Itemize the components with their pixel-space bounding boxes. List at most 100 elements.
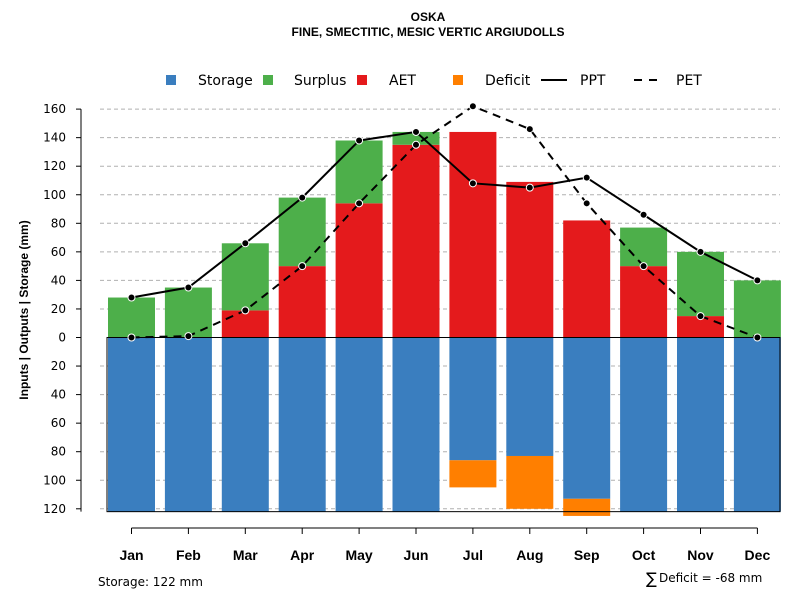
aet-bar	[278, 266, 326, 338]
ppt-point	[639, 210, 648, 219]
surplus-bar	[733, 280, 781, 338]
ppt-point	[298, 193, 307, 202]
ppt-point	[468, 179, 477, 188]
pet-point	[696, 312, 705, 321]
month-label: May	[345, 547, 372, 563]
pet-point	[127, 333, 136, 342]
pet-point	[241, 306, 250, 315]
pet-point	[184, 332, 193, 341]
storage-frame	[106, 337, 781, 513]
pet-point	[582, 199, 591, 208]
storage-bar	[221, 337, 269, 512]
month-label: Oct	[632, 547, 656, 563]
y-tick-label: 20	[51, 302, 66, 316]
aet-bar	[392, 144, 440, 338]
pet-point	[298, 262, 307, 271]
legend-label: Storage	[198, 73, 253, 89]
pet-line	[131, 105, 758, 339]
axes-group: 160 140 120 100 80 60 40 20 0 20 40 60 80 100 120 Jan Fe…	[43, 102, 770, 563]
legend-swatch	[357, 75, 367, 85]
ppt-point	[582, 173, 591, 182]
storage-bar	[449, 337, 497, 461]
aet-bar	[506, 181, 554, 338]
month-label: Jul	[463, 547, 483, 563]
aet-bar	[335, 203, 383, 338]
legend-label: PPT	[580, 73, 606, 89]
chart-subtitle: FINE, SMECTITIC, MESIC VERTIC ARGIUDOLLS	[292, 25, 565, 39]
legend-swatch	[263, 75, 273, 85]
deficit-bar	[506, 455, 554, 509]
pet-point	[753, 333, 762, 342]
storage-bar	[677, 337, 724, 512]
storage-bar	[506, 337, 554, 456]
storage-bar	[620, 337, 668, 512]
month-label: Sep	[574, 547, 600, 563]
storage-bar	[335, 337, 383, 512]
bars-group	[106, 131, 781, 516]
y-tick-label: 160	[43, 102, 66, 116]
y-tick-label: 80	[51, 445, 66, 459]
month-label: Mar	[233, 547, 258, 563]
y-tick-label: 80	[51, 216, 66, 230]
month-label: Jan	[119, 547, 143, 563]
chart-title: OSKA	[411, 10, 446, 24]
storage-bar	[278, 337, 326, 512]
aet-bar	[677, 316, 724, 338]
month-label: Dec	[745, 547, 771, 563]
ppt-line	[131, 130, 758, 299]
legend-label: Deficit	[485, 73, 531, 89]
legend-swatch	[453, 75, 463, 85]
y-tick-label: 0	[58, 331, 66, 345]
surplus-bar	[677, 251, 724, 317]
pet-point	[355, 199, 364, 208]
y-tick-label: 40	[51, 273, 66, 287]
ppt-point	[127, 293, 136, 302]
surplus-bar	[335, 140, 383, 204]
surplus-bar	[164, 287, 212, 338]
y-tick-label: 100	[43, 188, 66, 202]
surplus-bar	[221, 243, 269, 311]
y-tick-label: 120	[43, 159, 66, 173]
deficit-footnote: Deficit = -68 mm	[659, 571, 762, 585]
y-tick-label: 20	[51, 359, 66, 373]
y-tick-label: 100	[43, 473, 66, 487]
pet-point	[525, 125, 534, 134]
ppt-point	[355, 136, 364, 145]
surplus-bar	[278, 197, 326, 267]
aet-bar	[221, 310, 269, 338]
aet-bar	[563, 220, 611, 338]
surplus-bar	[108, 297, 155, 338]
deficit-bar	[563, 498, 611, 516]
legend-label: Surplus	[294, 73, 346, 89]
month-label: Jun	[404, 547, 429, 563]
legend-label: AET	[389, 73, 416, 89]
legend: Storage Surplus AET Deficit PPT PET	[166, 73, 702, 89]
y-tick-label: 140	[43, 131, 66, 145]
legend-swatch	[166, 75, 176, 85]
month-label: Feb	[176, 547, 201, 563]
y-tick-label: 60	[51, 416, 66, 430]
aet-bar	[620, 266, 668, 338]
legend-label: PET	[676, 73, 702, 89]
pet-point	[412, 140, 420, 149]
pet-point	[639, 262, 648, 271]
ppt-point	[525, 183, 534, 192]
ppt-point	[241, 239, 250, 248]
gridlines	[100, 108, 780, 510]
deficit-bar	[449, 460, 497, 488]
aet-bar	[449, 131, 497, 338]
ppt-point	[412, 127, 420, 136]
y-tick-label: 120	[43, 502, 66, 516]
deficit-sum-symbol: ∑	[646, 569, 657, 588]
storage-bar	[164, 337, 212, 512]
y-axis-label: Inputs | Outputs | Storage (mm)	[17, 220, 31, 399]
storage-footnote: Storage: 122 mm	[98, 575, 203, 589]
month-label: Apr	[290, 547, 315, 563]
storage-bar	[563, 337, 611, 499]
ppt-point	[753, 276, 762, 285]
month-label: Nov	[687, 547, 714, 563]
surplus-bar	[620, 227, 668, 267]
ppt-point	[696, 247, 705, 256]
pet-point	[468, 102, 477, 111]
